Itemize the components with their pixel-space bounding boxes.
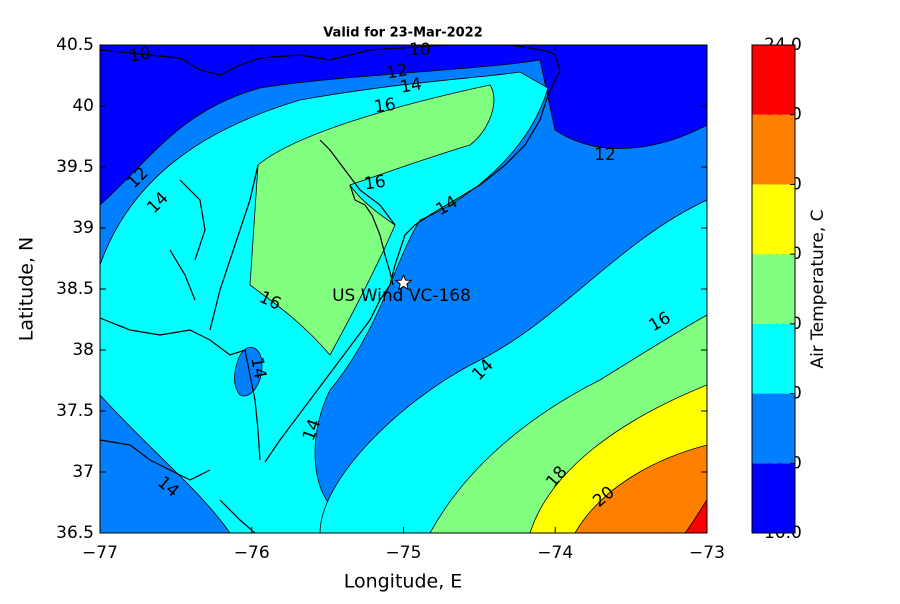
colorbar-segment bbox=[752, 184, 795, 255]
y-tick-label: 37.5 bbox=[56, 401, 94, 421]
x-tick-label: −75 bbox=[386, 543, 422, 563]
x-tick-label: −74 bbox=[537, 543, 573, 563]
y-tick-label: 39 bbox=[72, 218, 94, 238]
level-region bbox=[249, 84, 495, 356]
x-axis-label: Longitude, E bbox=[344, 571, 463, 593]
coast bbox=[100, 164, 261, 533]
contour-label: 14 bbox=[246, 356, 269, 381]
y-tick-label: 39.5 bbox=[56, 157, 94, 177]
colorbar-frame bbox=[751, 44, 796, 534]
y-tick-label: 38.5 bbox=[56, 279, 94, 299]
contour-label: 16 bbox=[363, 172, 387, 195]
colorbar-segment bbox=[752, 463, 795, 533]
coast bbox=[264, 54, 561, 463]
level-region bbox=[234, 347, 263, 397]
y-tick-label: 40 bbox=[72, 96, 94, 116]
x-tick-label: −76 bbox=[234, 543, 270, 563]
level-region bbox=[684, 499, 707, 533]
site-marker bbox=[394, 273, 413, 291]
y-tick-label: 36.5 bbox=[56, 523, 94, 543]
y-axis-label: Latitude, N bbox=[16, 237, 38, 342]
y-tick-label: 40.5 bbox=[56, 35, 94, 55]
y-tick-label: 37 bbox=[72, 462, 94, 482]
colorbar-label: Air Temperature, C bbox=[808, 209, 828, 368]
colorbar-segment bbox=[752, 254, 795, 324]
contour-label: 14 bbox=[399, 74, 424, 97]
coast bbox=[100, 45, 556, 76]
colorbar-segment bbox=[752, 323, 795, 394]
colorbar-segment bbox=[752, 45, 795, 115]
contour-label: 16 bbox=[373, 95, 397, 118]
colorbar-segment bbox=[752, 393, 795, 464]
site-label: US Wind VC-168 bbox=[332, 286, 471, 306]
contour-fill bbox=[100, 45, 707, 533]
colorbar-segment bbox=[752, 114, 795, 185]
y-tick-label: 38 bbox=[72, 340, 94, 360]
coast bbox=[319, 139, 396, 286]
x-tick-label: −77 bbox=[82, 543, 118, 563]
contour-label: 12 bbox=[385, 60, 410, 83]
chart-title: Valid for 23-Mar-2022 bbox=[323, 26, 483, 41]
contour-label: 10 bbox=[128, 43, 153, 66]
contour-label: 10 bbox=[409, 40, 431, 60]
coastline bbox=[100, 45, 561, 533]
x-tick-label: −73 bbox=[689, 543, 725, 563]
contour-label: 12 bbox=[594, 145, 616, 165]
